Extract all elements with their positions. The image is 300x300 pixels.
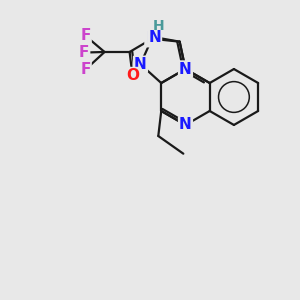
Text: N: N: [146, 31, 158, 46]
Text: F: F: [79, 45, 89, 60]
Text: F: F: [80, 62, 91, 77]
Text: F: F: [80, 28, 91, 43]
Text: N: N: [148, 30, 161, 45]
Text: H: H: [153, 19, 165, 33]
Text: N: N: [179, 61, 192, 76]
Text: N: N: [134, 57, 147, 72]
Text: O: O: [126, 68, 139, 83]
Text: N: N: [179, 118, 192, 133]
